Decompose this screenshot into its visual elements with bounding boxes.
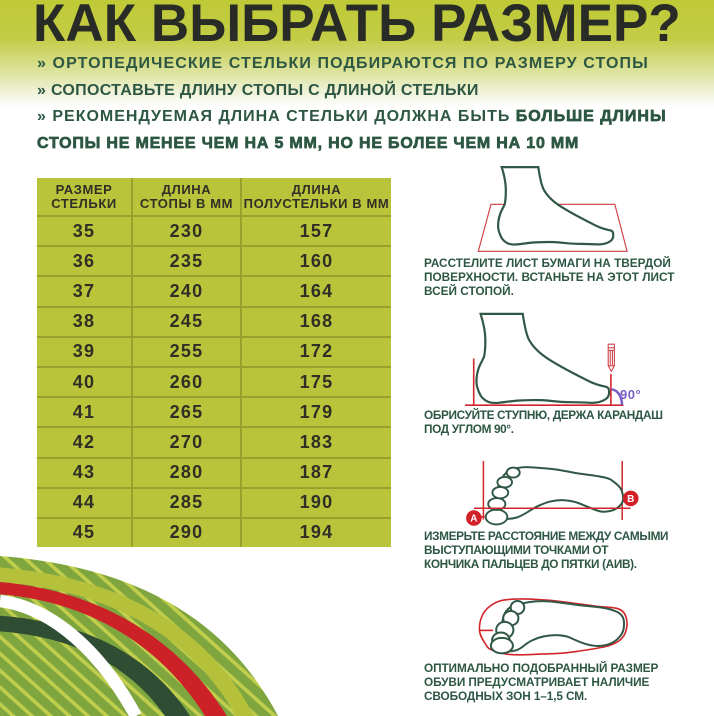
svg-text:B: B (627, 494, 634, 505)
svg-text:A: A (470, 514, 477, 525)
